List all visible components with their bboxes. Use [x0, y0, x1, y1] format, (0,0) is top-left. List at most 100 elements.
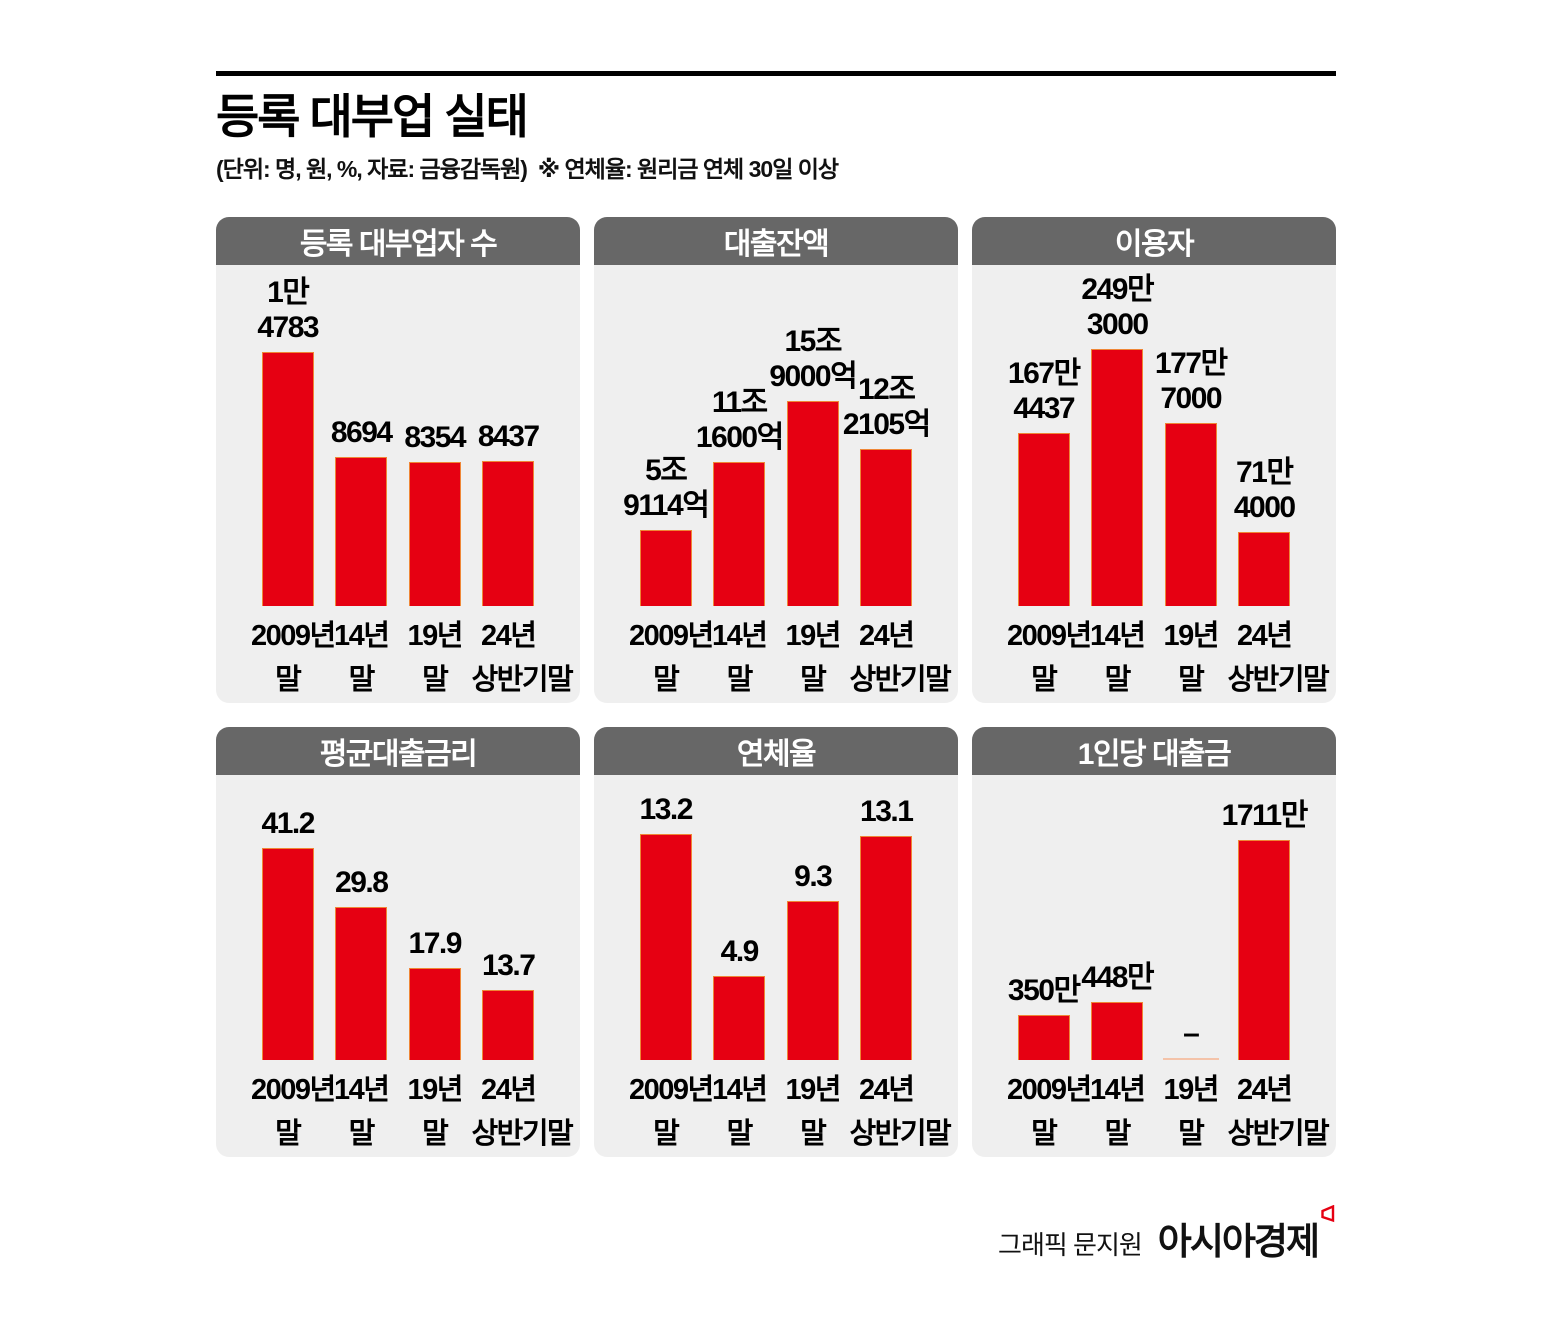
bars-area: 350만 448만 – 1711만 — [1007, 775, 1308, 1061]
bar — [860, 449, 913, 607]
bar-value-label: 17.9 — [408, 926, 463, 960]
x-axis-label: 19년 말 — [785, 1074, 842, 1151]
x-axis-label: 2009년 말 — [629, 620, 714, 697]
panel-body: 167만 4437 249만 3000 177만 7000 71만 4000 2009년 말 14… — [972, 265, 1336, 703]
x-axis-label: 19년 말 — [785, 620, 842, 697]
bar — [261, 352, 314, 607]
bar-value-label: 167만 4437 — [1007, 356, 1081, 425]
page-subtitle: (단위: 명, 원, %, 자료: 금융감독원) ※ 연체율: 원리금 연체 3… — [216, 156, 839, 183]
bar-value-label: 11조 1600억 — [695, 385, 784, 454]
bar-value-label: 9.3 — [794, 859, 833, 893]
bar-slot: 12조 2105억 — [843, 373, 931, 607]
x-axis-label: 2009년 말 — [251, 620, 336, 697]
x-axis-labels: 2009년 말 14년 말 19년 말 24년 상반기말 — [629, 1068, 952, 1156]
bar-value-label: 13.1 — [860, 794, 914, 828]
bar-slot: 8694 — [325, 416, 399, 607]
panel-title: 이용자 — [972, 217, 1336, 266]
brand-logo: 아시아경제 — [1157, 1205, 1336, 1265]
bar — [1238, 532, 1291, 607]
bar-slot: 177만 7000 — [1154, 347, 1228, 607]
panel-title: 등록 대부업자 수 — [216, 217, 580, 266]
panel-users: 이용자 167만 4437 249만 3000 177만 7000 71만 4000 2009… — [972, 217, 1336, 704]
bar-slot: 15조 9000억 — [769, 325, 858, 607]
bar-value-label: 12조 2105억 — [842, 372, 931, 441]
bar-value-label: 8437 — [477, 419, 540, 453]
bar-slot: 17.9 — [398, 927, 472, 1061]
bars-area: 13.2 4.9 9.3 13.1 — [629, 775, 924, 1061]
x-axis-label: 14년 말 — [334, 1074, 390, 1151]
panel-avg-interest-rate: 평균대출금리 41.2 29.8 17.9 13.7 2009년 말 14년 말 19년 말 24… — [216, 727, 580, 1158]
bar-value-label: 13.2 — [639, 792, 694, 826]
brand-logo-text: 아시아경제 — [1157, 1221, 1320, 1263]
bar-value-label: – — [1183, 1016, 1200, 1050]
bar-slot: 8354 — [398, 421, 472, 607]
panel-title: 평균대출금리 — [216, 727, 580, 776]
bar-slot: 9.3 — [776, 860, 850, 1061]
x-axis-labels: 2009년 말 14년 말 19년 말 24년 상반기말 — [1007, 1068, 1330, 1156]
infographic: 등록 대부업 실태 (단위: 명, 원, %, 자료: 금융감독원) ※ 연체율… — [216, 71, 1336, 1265]
bar-value-label: 8694 — [330, 415, 393, 449]
panel-title: 1인당 대출금 — [972, 727, 1336, 776]
x-axis-label: 24년 상반기말 — [471, 1074, 574, 1151]
x-axis-labels: 2009년 말 14년 말 19년 말 24년 상반기말 — [1007, 614, 1330, 702]
panel-registered-lenders: 등록 대부업자 수 1만 4783 8694 8354 8437 2009년 말 14년 말 1… — [216, 217, 580, 704]
bar-value-label: 1711만 — [1221, 798, 1309, 832]
x-axis-label: 19년 말 — [1163, 1074, 1220, 1151]
bar-value-label: 8354 — [404, 420, 466, 454]
x-axis-label: 24년 상반기말 — [849, 1074, 952, 1151]
brand-mark-icon — [1321, 1205, 1335, 1223]
bar-value-label: 29.8 — [335, 865, 389, 899]
x-axis-labels: 2009년 말 14년 말 19년 말 24년 상반기말 — [629, 614, 952, 702]
bar-value-label: 5조 9114억 — [623, 453, 710, 522]
panel-body: 41.2 29.8 17.9 13.7 2009년 말 14년 말 19년 말 24년 상반기말 — [216, 775, 580, 1157]
bar-slot: 13.1 — [850, 795, 924, 1061]
bar — [1017, 1015, 1070, 1061]
bar-slot: – — [1154, 1017, 1228, 1061]
x-axis-label: 24년 상반기말 — [1227, 620, 1330, 697]
top-rule — [216, 71, 1336, 76]
x-axis-label: 14년 말 — [712, 1074, 768, 1151]
panel-loan-balance: 대출잔액 5조 9114억 11조 1600억 15조 9000억 12조 2105억 200… — [594, 217, 958, 704]
panel-title: 대출잔액 — [594, 217, 958, 266]
bar-slot: 1711만 — [1222, 799, 1308, 1061]
bar — [639, 834, 692, 1061]
bar-value-label: 249만 3000 — [1081, 272, 1154, 341]
page-title: 등록 대부업 실태 — [216, 90, 529, 143]
panel-body: 350만 448만 – 1711만 2009년 말 14년 말 19년 말 24년 상반기말 — [972, 775, 1336, 1157]
bars-area: 5조 9114억 11조 1600억 15조 9000억 12조 2105억 — [623, 265, 931, 607]
x-axis-label: 2009년 말 — [251, 1074, 336, 1151]
bar-value-label: 1만 4783 — [257, 275, 319, 344]
panel-title: 연체율 — [594, 727, 958, 776]
x-axis-label: 2009년 말 — [1007, 620, 1092, 697]
footer: 그래픽 문지원 아시아경제 — [216, 1205, 1336, 1265]
bar-slot: 167만 4437 — [1007, 357, 1081, 607]
bar — [1091, 1002, 1144, 1061]
panel-delinquency-rate: 연체율 13.2 4.9 9.3 13.1 2009년 말 14년 말 19년 말 24년 상반기말 — [594, 727, 958, 1158]
x-axis-label: 24년 상반기말 — [1227, 1074, 1330, 1151]
graphic-credit: 그래픽 문지원 — [998, 1230, 1143, 1261]
bars-area: 1만 4783 8694 8354 8437 — [251, 265, 545, 607]
bar-value-label: 4.9 — [720, 934, 760, 968]
bar — [786, 901, 839, 1061]
bar — [482, 461, 535, 607]
x-axis-label: 19년 말 — [407, 1074, 464, 1151]
bar-slot: 13.2 — [629, 793, 703, 1061]
bar-slot: 71만 4000 — [1228, 456, 1302, 607]
bar-slot: 13.7 — [472, 949, 546, 1061]
x-axis-label: 14년 말 — [334, 620, 390, 697]
chart-grid: 등록 대부업자 수 1만 4783 8694 8354 8437 2009년 말 14년 말 1… — [216, 217, 1336, 1158]
bar-slot: 11조 1600억 — [696, 386, 784, 607]
bar-slot: 5조 9114억 — [623, 454, 710, 607]
bar — [261, 848, 314, 1061]
panel-body: 5조 9114억 11조 1600억 15조 9000억 12조 2105억 2009년 말 14… — [594, 265, 958, 703]
bar-value-label: 15조 9000억 — [769, 324, 857, 393]
x-axis-label: 14년 말 — [712, 620, 768, 697]
bar-slot: 350만 — [1007, 974, 1081, 1061]
x-axis-label: 2009년 말 — [629, 1074, 714, 1151]
bar-slot: 4.9 — [703, 935, 777, 1061]
bar — [1091, 349, 1144, 607]
bars-area: 167만 4437 249만 3000 177만 7000 71만 4000 — [1007, 265, 1302, 607]
bar-slot: 249만 3000 — [1081, 273, 1155, 607]
panel-body: 1만 4783 8694 8354 8437 2009년 말 14년 말 19년 말 24년 상반기말 — [216, 265, 580, 703]
panel-loan-per-person: 1인당 대출금 350만 448만 – 1711만 2009년 말 14년 말 19년 말 24년… — [972, 727, 1336, 1158]
